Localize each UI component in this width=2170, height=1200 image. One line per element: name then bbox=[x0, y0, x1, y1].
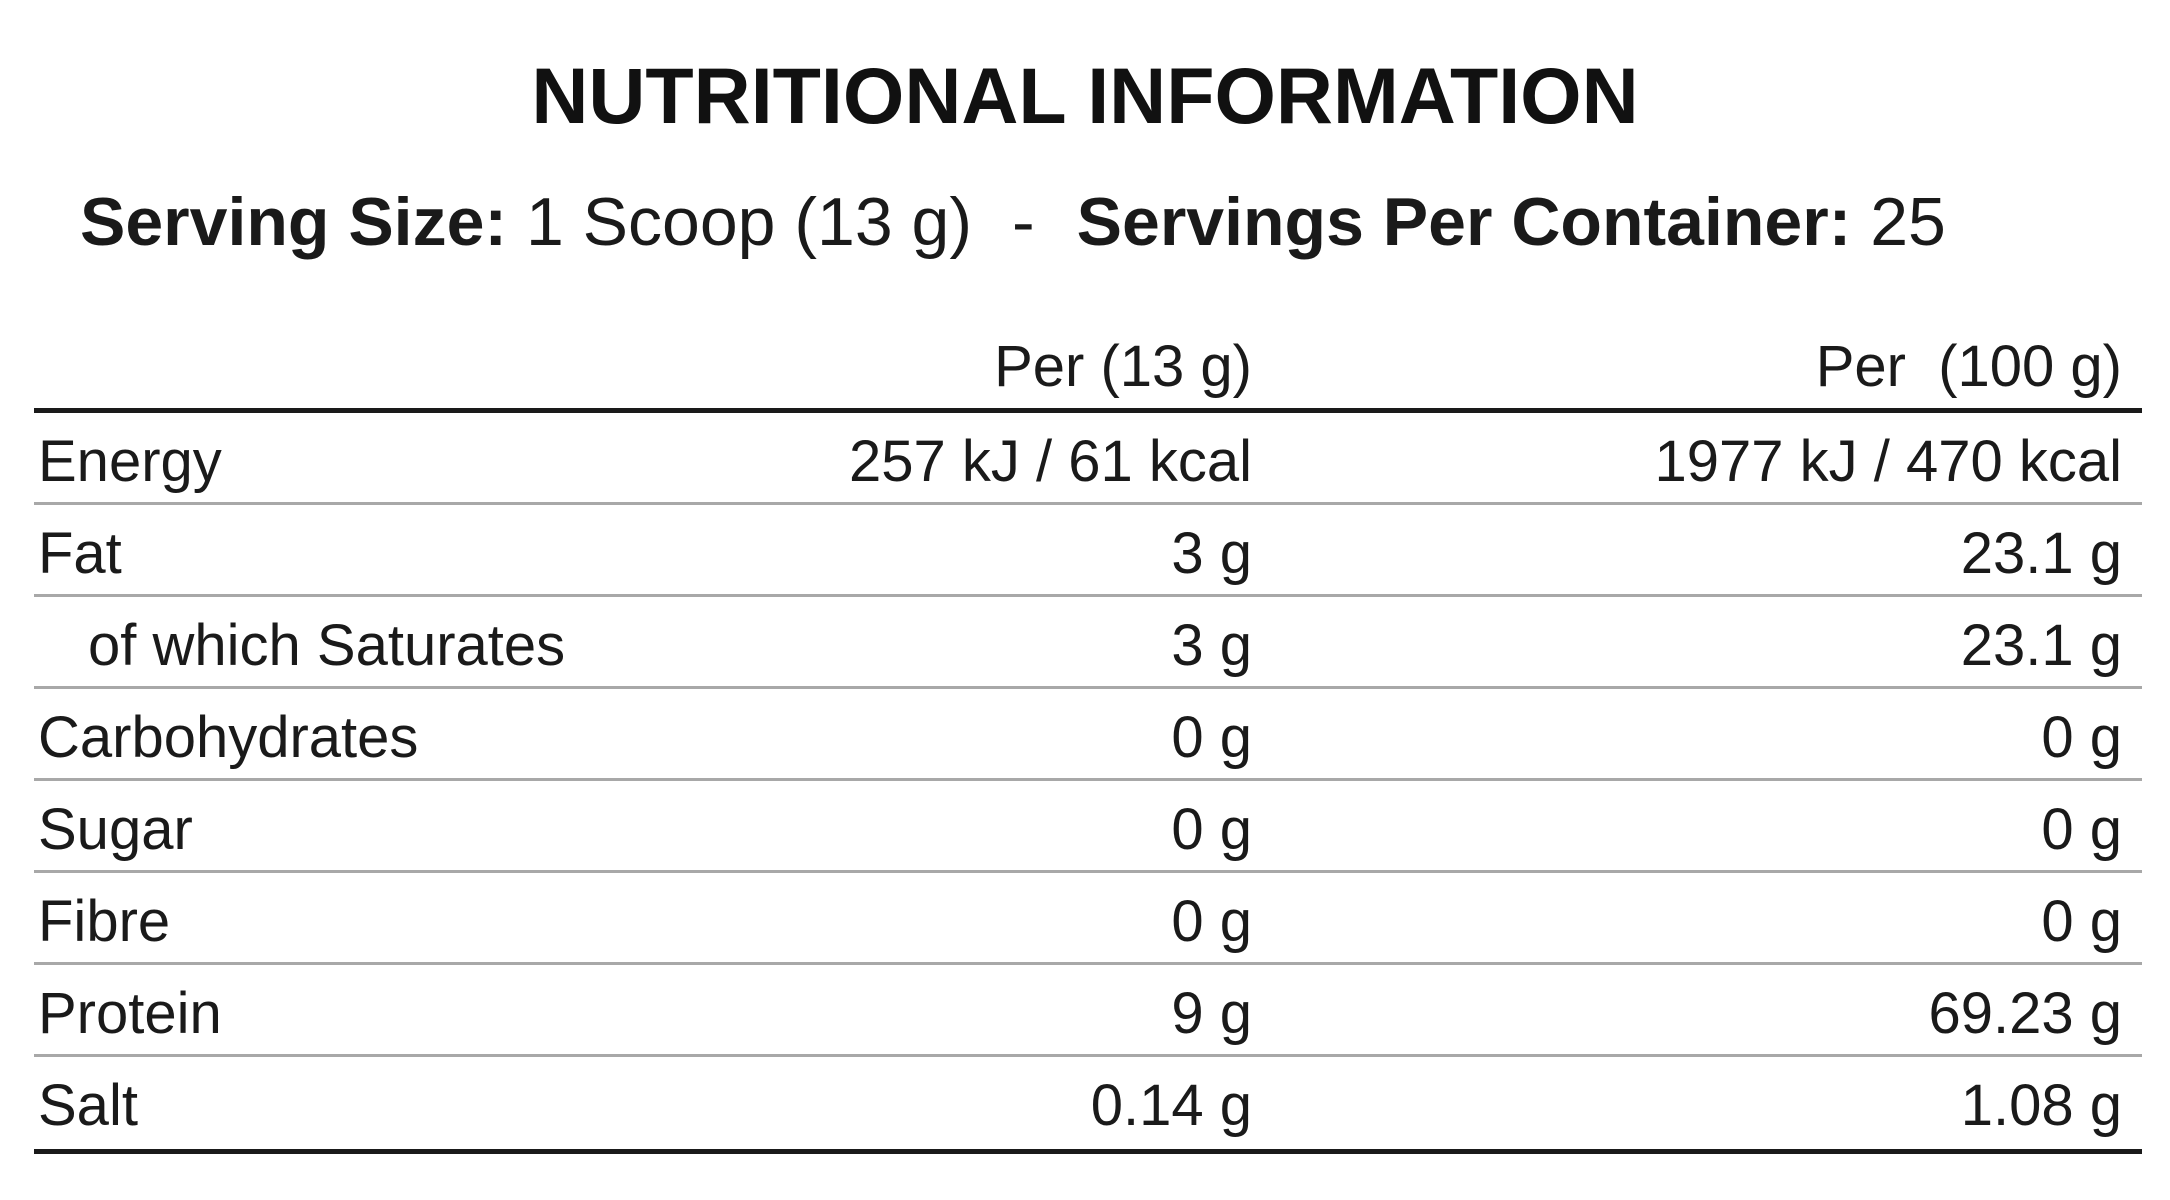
servings-per-container-value: 25 bbox=[1870, 184, 1946, 260]
value-per-100g: 1977 kJ / 470 kcal bbox=[1654, 429, 2122, 494]
table-bottom-rule bbox=[34, 1149, 2142, 1154]
table-header-row: Per (13 g) Per (100 g) bbox=[34, 320, 2142, 408]
serving-info: Serving Size: 1 Scoop (13 g) - Servings Pe… bbox=[80, 188, 1946, 256]
serving-size-value: 1 Scoop (13 g) bbox=[525, 184, 972, 260]
value-per-serving: 0 g bbox=[1171, 797, 1252, 862]
value-per-100g: 23.1 g bbox=[1960, 521, 2122, 586]
value-per-100g: 1.08 g bbox=[1960, 1073, 2122, 1138]
value-per-serving: 0 g bbox=[1171, 889, 1252, 954]
value-per-100g: 69.23 g bbox=[1928, 981, 2122, 1046]
value-per-100g: 23.1 g bbox=[1960, 613, 2122, 678]
table-row: Protein 9 g 69.23 g bbox=[34, 965, 2142, 1057]
table-row: Carbohydrates 0 g 0 g bbox=[34, 689, 2142, 781]
table-row: of which Saturates 3 g 23.1 g bbox=[34, 597, 2142, 689]
value-per-serving: 0 g bbox=[1171, 705, 1252, 770]
value-per-serving: 9 g bbox=[1171, 981, 1252, 1046]
servings-per-container-label: Servings Per Container: bbox=[1076, 184, 1852, 260]
serving-size-label: Serving Size: bbox=[80, 184, 508, 260]
table-row: Salt 0.14 g 1.08 g bbox=[34, 1057, 2142, 1149]
table-row: Fat 3 g 23.1 g bbox=[34, 505, 2142, 597]
value-per-serving: 257 kJ / 61 kcal bbox=[849, 429, 1252, 494]
serving-separator: - bbox=[1012, 184, 1035, 260]
nutrient-name: Protein bbox=[38, 981, 222, 1046]
page-title: NUTRITIONAL INFORMATION bbox=[531, 51, 1639, 140]
nutrient-name: Carbohydrates bbox=[38, 705, 419, 770]
value-per-100g: 0 g bbox=[2041, 889, 2122, 954]
header-divider bbox=[34, 408, 2142, 413]
nutrient-name: Energy bbox=[38, 429, 222, 494]
table-row: Fibre 0 g 0 g bbox=[34, 873, 2142, 965]
header-per-100g: Per (100 g) bbox=[1815, 334, 2122, 399]
nutrient-name: Fat bbox=[38, 521, 122, 586]
value-per-100g: 0 g bbox=[2041, 705, 2122, 770]
value-per-serving: 3 g bbox=[1171, 613, 1252, 678]
nutrient-name: Sugar bbox=[38, 797, 193, 862]
nutrient-name: of which Saturates bbox=[88, 613, 566, 678]
value-per-100g: 0 g bbox=[2041, 797, 2122, 862]
table-row: Sugar 0 g 0 g bbox=[34, 781, 2142, 873]
table-row: Energy 257 kJ / 61 kcal 1977 kJ / 470 kc… bbox=[34, 413, 2142, 505]
value-per-serving: 3 g bbox=[1171, 521, 1252, 586]
header-per-serving: Per (13 g) bbox=[994, 334, 1252, 399]
nutrient-name: Salt bbox=[38, 1073, 138, 1138]
nutrient-name: Fibre bbox=[38, 889, 171, 954]
nutrition-table: Per (13 g) Per (100 g) Energy 257 kJ / 6… bbox=[34, 320, 2142, 1154]
value-per-serving: 0.14 g bbox=[1090, 1073, 1252, 1138]
